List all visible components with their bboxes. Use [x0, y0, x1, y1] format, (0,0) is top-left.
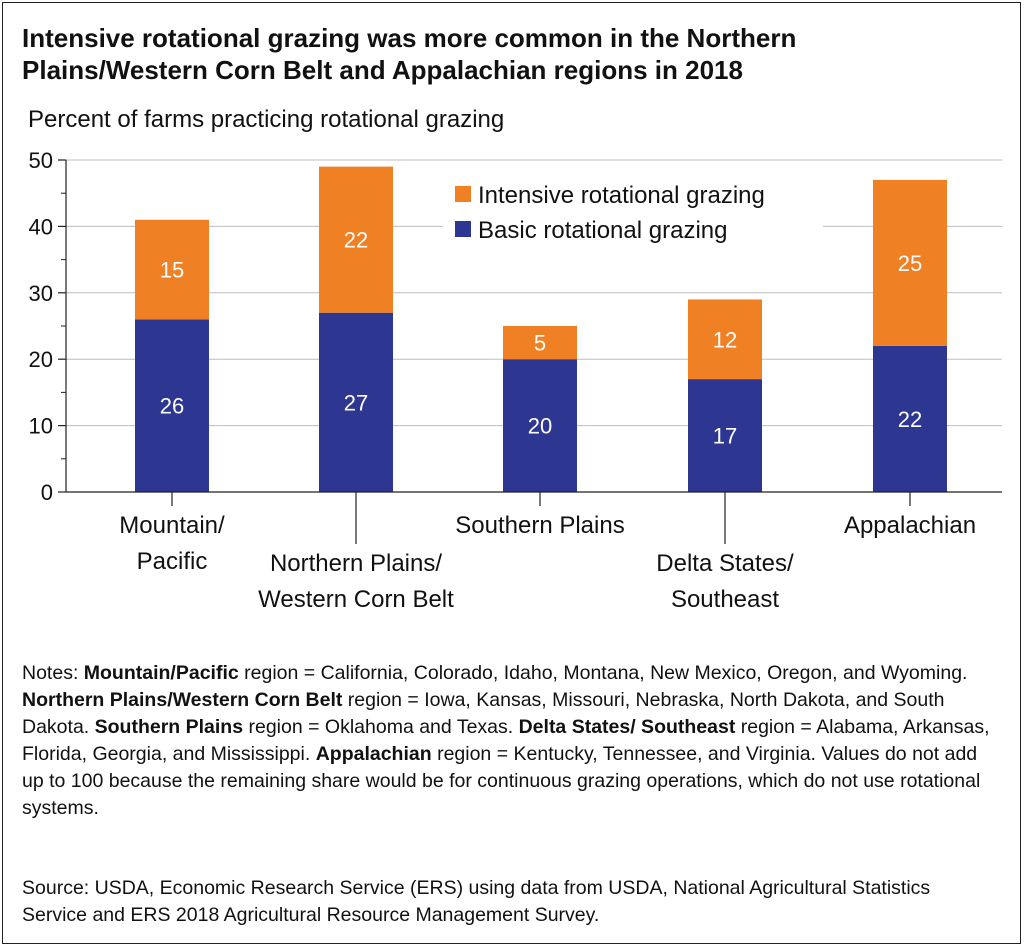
source-note: Source: USDA, Economic Research Service …	[22, 877, 931, 926]
data-label-intensive: 22	[344, 228, 368, 253]
bars: 26 15 27 22 20 5 17 12 22 25	[135, 166, 947, 492]
notes-text: region = California, Colorado, Idaho, Mo…	[238, 662, 968, 684]
data-label-intensive: 5	[534, 331, 546, 356]
bar-basic	[688, 379, 762, 492]
x-category-label: Southern Plains	[455, 512, 624, 539]
notes-text: region = Oklahoma and Texas.	[243, 716, 519, 738]
data-label-basic: 20	[528, 414, 552, 439]
legend: Intensive rotational grazing Basic rotati…	[443, 172, 823, 254]
bar-basic	[319, 312, 393, 492]
x-category-label: Appalachian	[844, 512, 976, 539]
notes: Notes: Mountain/Pacific region = Califor…	[22, 660, 997, 822]
x-category-label: Delta States/	[656, 550, 794, 577]
legend-swatch-basic	[455, 221, 471, 237]
notes-region-name: Northern Plains/Western Corn Belt	[22, 689, 343, 711]
y-tick-label: 0	[41, 480, 53, 505]
y-tick-label: 30	[29, 281, 53, 306]
x-category-label: Northern Plains/	[270, 550, 442, 577]
data-label-basic: 26	[160, 394, 184, 419]
data-label-intensive: 25	[898, 251, 922, 276]
notes-region-name: Delta States/ Southeast	[518, 716, 736, 738]
bar-basic	[873, 345, 947, 492]
bar-intensive	[319, 166, 393, 313]
bar-basic	[135, 319, 209, 492]
data-label-intensive: 15	[160, 258, 184, 283]
y-axis-label: Percent of farms practicing rotational g…	[28, 106, 505, 133]
notes-prefix: Notes:	[22, 662, 84, 684]
notes-text: region = Kentucky, Tennessee, and Virgin…	[22, 743, 981, 819]
bar-intensive	[135, 219, 209, 320]
data-label-basic: 27	[344, 390, 368, 415]
notes-text: region = Alabama, Arkansas, Florida, Geo…	[22, 716, 990, 765]
legend-swatch-intensive	[455, 186, 471, 202]
x-category-label: Southeast	[671, 586, 779, 613]
y-tick-label: 40	[29, 214, 53, 239]
data-label-intensive: 12	[713, 327, 737, 352]
notes-region-name: Mountain/Pacific	[83, 662, 239, 684]
notes-region-name: Southern Plains	[94, 716, 244, 738]
stacked-bar-chart: 26 15 27 22 20 5 17 12 22 25 0 10 20 30 40 50 Mountain/…	[29, 148, 1002, 613]
bar-intensive	[688, 299, 762, 380]
notes-body: Mountain/Pacific region = California, Co…	[22, 662, 990, 819]
bar-intensive	[873, 179, 947, 346]
bar-basic	[503, 359, 577, 492]
data-label-basic: 22	[898, 407, 922, 432]
y-tick-label: 10	[29, 414, 53, 439]
x-category-label: Western Corn Belt	[258, 586, 454, 613]
x-category-label: Pacific	[137, 548, 208, 575]
notes-region-name: Appalachian	[315, 743, 432, 765]
legend-label: Intensive rotational grazing	[478, 182, 765, 209]
data-label-basic: 17	[713, 424, 737, 449]
chart-title: Intensive rotational grazing was more co…	[22, 23, 797, 85]
x-category-label: Mountain/	[119, 512, 225, 539]
y-tick-label: 20	[29, 347, 53, 372]
axes: 0 10 20 30 40 50 Mountain/Pacific Northern Plai…	[29, 148, 1002, 613]
bar-intensive	[503, 326, 577, 360]
notes-text: region = Iowa, Kansas, Missouri, Nebrask…	[22, 689, 945, 738]
y-tick-label: 50	[29, 148, 53, 173]
legend-box	[443, 172, 823, 254]
legend-label: Basic rotational grazing	[478, 217, 727, 244]
